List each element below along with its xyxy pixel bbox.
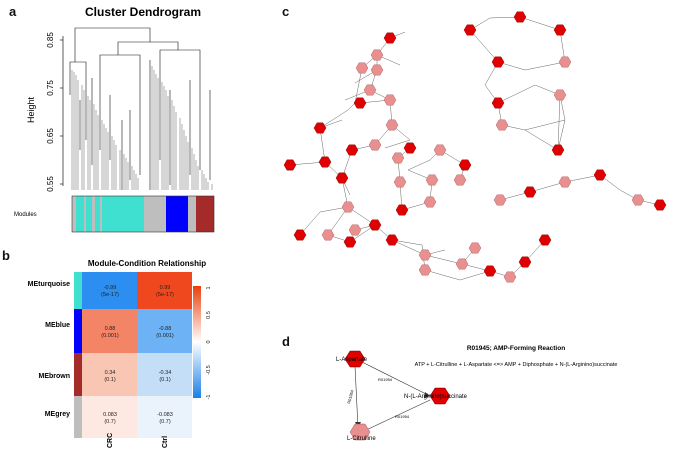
heatmap-row-label: MEgrey [45,411,70,418]
ytick-label: 0.85 [46,32,55,48]
cell-pvalue: (5e-17) [101,292,119,298]
cell-pvalue: (0.7) [159,419,170,425]
heatmap-col-label: CRC [107,433,114,448]
cell-pvalue: (0.7) [104,419,115,425]
reaction-title: R01945; AMP-Forming Reaction [467,345,565,352]
cell-pvalue: (5e-17) [156,292,174,298]
node-label-citrulline: L-Citrulline [347,436,376,442]
node-aspartate [344,350,366,368]
cell-value: 0.88 [105,326,116,332]
panel-letter-a: a [9,4,17,19]
heatmap-col-label: Ctrl [162,436,169,448]
reaction-panel: R01945; AMP-Forming Reaction ATP + L-Cit… [336,345,618,442]
modules-label: Modules [14,212,37,218]
node-argsucc [429,387,451,405]
cell-pvalue: (0.001) [156,333,174,339]
heatmap-cell [137,353,192,396]
scale-tick: 0 [206,340,212,343]
ytick-label: 0.55 [46,176,55,192]
heatmap-cell [82,309,137,353]
row-color-turquoise [74,272,82,309]
heatmap-grid [82,272,192,438]
reaction-equation: ATP + L-Citrulline + L-Aspartate <=> AMP… [415,362,618,368]
node-label-argsucc: N-(L-Arginino)succinate [404,394,468,400]
cell-value: 0.34 [105,370,116,376]
panel-letter-d: d [282,334,290,349]
heatmap-cell [137,272,192,309]
module-bar-blue [166,196,188,232]
ytick-label: 0.65 [46,128,55,144]
heatmap-cell [137,396,192,438]
cell-value: 0.99 [160,285,171,291]
scale-tick: 0.5 [206,311,212,319]
ytick-label: 0.75 [46,80,55,96]
edge-label: R01954 [346,389,355,405]
edge-label: R01954 [378,377,393,382]
module-bar-brown [196,196,214,232]
heatmap-cell [137,309,192,353]
dendrogram-title: Cluster Dendrogram [85,5,201,19]
node-label-aspartate: L-Aspartate [336,357,368,363]
module-bar-turquoise [72,196,144,232]
cell-pvalue: (0.1) [159,377,170,383]
row-color-grey [74,396,82,438]
heatmap-row-label: MEturquoise [28,281,70,288]
dendrogram-tree [69,27,211,190]
cell-value: -0.88 [159,326,172,332]
cell-pvalue: (0.1) [104,377,115,383]
panel-letter-c: c [282,4,290,19]
module-bar-grey [144,196,166,232]
network-nodes [283,11,667,283]
cell-pvalue: (0.001) [101,333,119,339]
network-panel [283,11,667,283]
cell-value: -0.34 [159,370,172,376]
cell-value: 0.083 [103,412,117,418]
panel-letter-b: b [2,248,10,263]
node-citrulline [349,423,371,441]
scale-tick: 1 [206,286,212,289]
dendrogram-ylabel: Height [26,96,36,123]
dendrogram-leaves [71,66,213,190]
cell-value: -0.083 [157,412,173,418]
scale-tick: -1 [206,395,212,400]
heatmap-panel: Module-Condition Relationship MEturquois… [28,259,212,448]
row-color-blue [74,309,82,353]
color-scale-bar [193,286,201,398]
heatmap-title: Module-Condition Relationship [88,259,206,268]
reaction-edges [354,359,431,433]
heatmap-cell [82,272,137,309]
edge-label: R01954 [395,414,410,419]
scale-tick: -0.5 [206,365,212,374]
row-color-brown [74,353,82,396]
cell-value: -0.99 [104,285,117,291]
dendrogram-panel: Cluster Dendrogram Height 0.85 0.75 0.65… [14,5,215,233]
heatmap-cell [82,396,137,438]
heatmap-cell [82,353,137,396]
heatmap-row-label: MEbrown [39,373,71,380]
heatmap-row-label: MEblue [45,322,70,329]
